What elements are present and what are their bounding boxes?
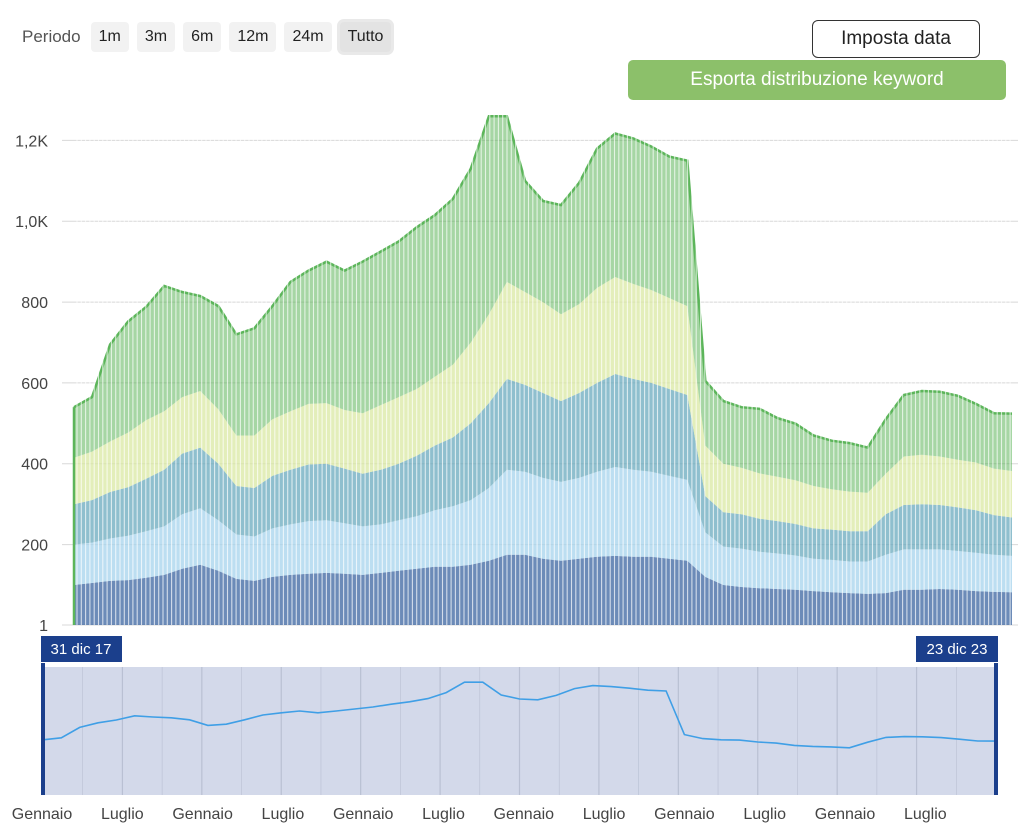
period-all-button[interactable]: Tutto: [339, 22, 392, 52]
period-selector: Periodo 1m 3m 6m 12m 24m Tutto: [22, 22, 392, 52]
y-tick-label: 1,2K: [15, 133, 48, 150]
navigator-left-handle[interactable]: [41, 663, 45, 795]
x-tick-label: Luglio: [262, 806, 305, 823]
x-tick-label: Gennaio: [815, 806, 876, 823]
x-tick-label: Luglio: [422, 806, 465, 823]
navigator-line: [42, 681, 997, 749]
x-tick-label: Gennaio: [654, 806, 715, 823]
y-tick-label: 400: [21, 457, 48, 474]
navigator-right-handle[interactable]: [994, 663, 998, 795]
x-tick-label: Gennaio: [12, 806, 73, 823]
x-tick-label: Gennaio: [333, 806, 394, 823]
period-24m-button[interactable]: 24m: [284, 22, 332, 52]
period-3m-button[interactable]: 3m: [136, 22, 176, 52]
navigator-end-label: 23 dic 23: [927, 641, 988, 658]
period-6m-button[interactable]: 6m: [183, 22, 222, 52]
navigator-start-flag: [41, 636, 122, 662]
x-tick-label: Luglio: [101, 806, 144, 823]
navigator-end-flag: [916, 636, 998, 662]
x-tick-label: Luglio: [743, 806, 786, 823]
x-tick-label: Luglio: [583, 806, 626, 823]
export-keyword-distribution-button[interactable]: Esporta distribuzione keyword: [628, 60, 1006, 100]
series-area-teal: [74, 374, 1012, 562]
x-tick-label: Gennaio: [494, 806, 555, 823]
x-tick-label: Luglio: [904, 806, 947, 823]
y-tick-label: 1,0K: [15, 214, 48, 231]
series-area-lightgreen: [74, 277, 1012, 532]
y-tick-label: 800: [21, 295, 48, 312]
series-area-green: [74, 116, 1012, 493]
navigator-start-label: 31 dic 17: [51, 641, 112, 658]
period-12m-button[interactable]: 12m: [229, 22, 277, 52]
period-1m-button[interactable]: 1m: [90, 22, 129, 52]
y-tick-label: 200: [21, 538, 48, 555]
y-tick-label: 1: [39, 618, 48, 635]
x-tick-label: Gennaio: [172, 806, 233, 823]
period-label: Periodo: [22, 27, 81, 46]
set-date-button[interactable]: Imposta data: [812, 20, 980, 58]
y-tick-label: 600: [21, 376, 48, 393]
